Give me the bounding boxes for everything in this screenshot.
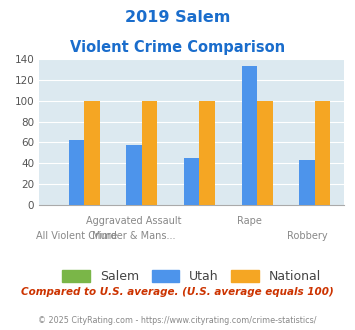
Bar xyxy=(200,101,215,205)
Text: Aggravated Assault: Aggravated Assault xyxy=(86,216,182,226)
Legend: Salem, Utah, National: Salem, Utah, National xyxy=(58,265,326,288)
Text: Murder & Mans...: Murder & Mans... xyxy=(92,231,176,241)
Text: 2019 Salem: 2019 Salem xyxy=(125,10,230,25)
Text: Violent Crime Comparison: Violent Crime Comparison xyxy=(70,40,285,54)
Text: Rape: Rape xyxy=(237,216,262,226)
Bar xyxy=(126,146,142,205)
Bar xyxy=(257,101,273,205)
Text: © 2025 CityRating.com - https://www.cityrating.com/crime-statistics/: © 2025 CityRating.com - https://www.city… xyxy=(38,316,317,325)
Bar xyxy=(299,160,315,205)
Text: Compared to U.S. average. (U.S. average equals 100): Compared to U.S. average. (U.S. average … xyxy=(21,287,334,297)
Text: All Violent Crime: All Violent Crime xyxy=(36,231,117,241)
Text: Robbery: Robbery xyxy=(287,231,327,241)
Bar xyxy=(84,101,100,205)
Bar xyxy=(242,66,257,205)
Bar xyxy=(315,101,331,205)
Bar xyxy=(142,101,157,205)
Bar xyxy=(69,140,84,205)
Bar xyxy=(184,158,200,205)
